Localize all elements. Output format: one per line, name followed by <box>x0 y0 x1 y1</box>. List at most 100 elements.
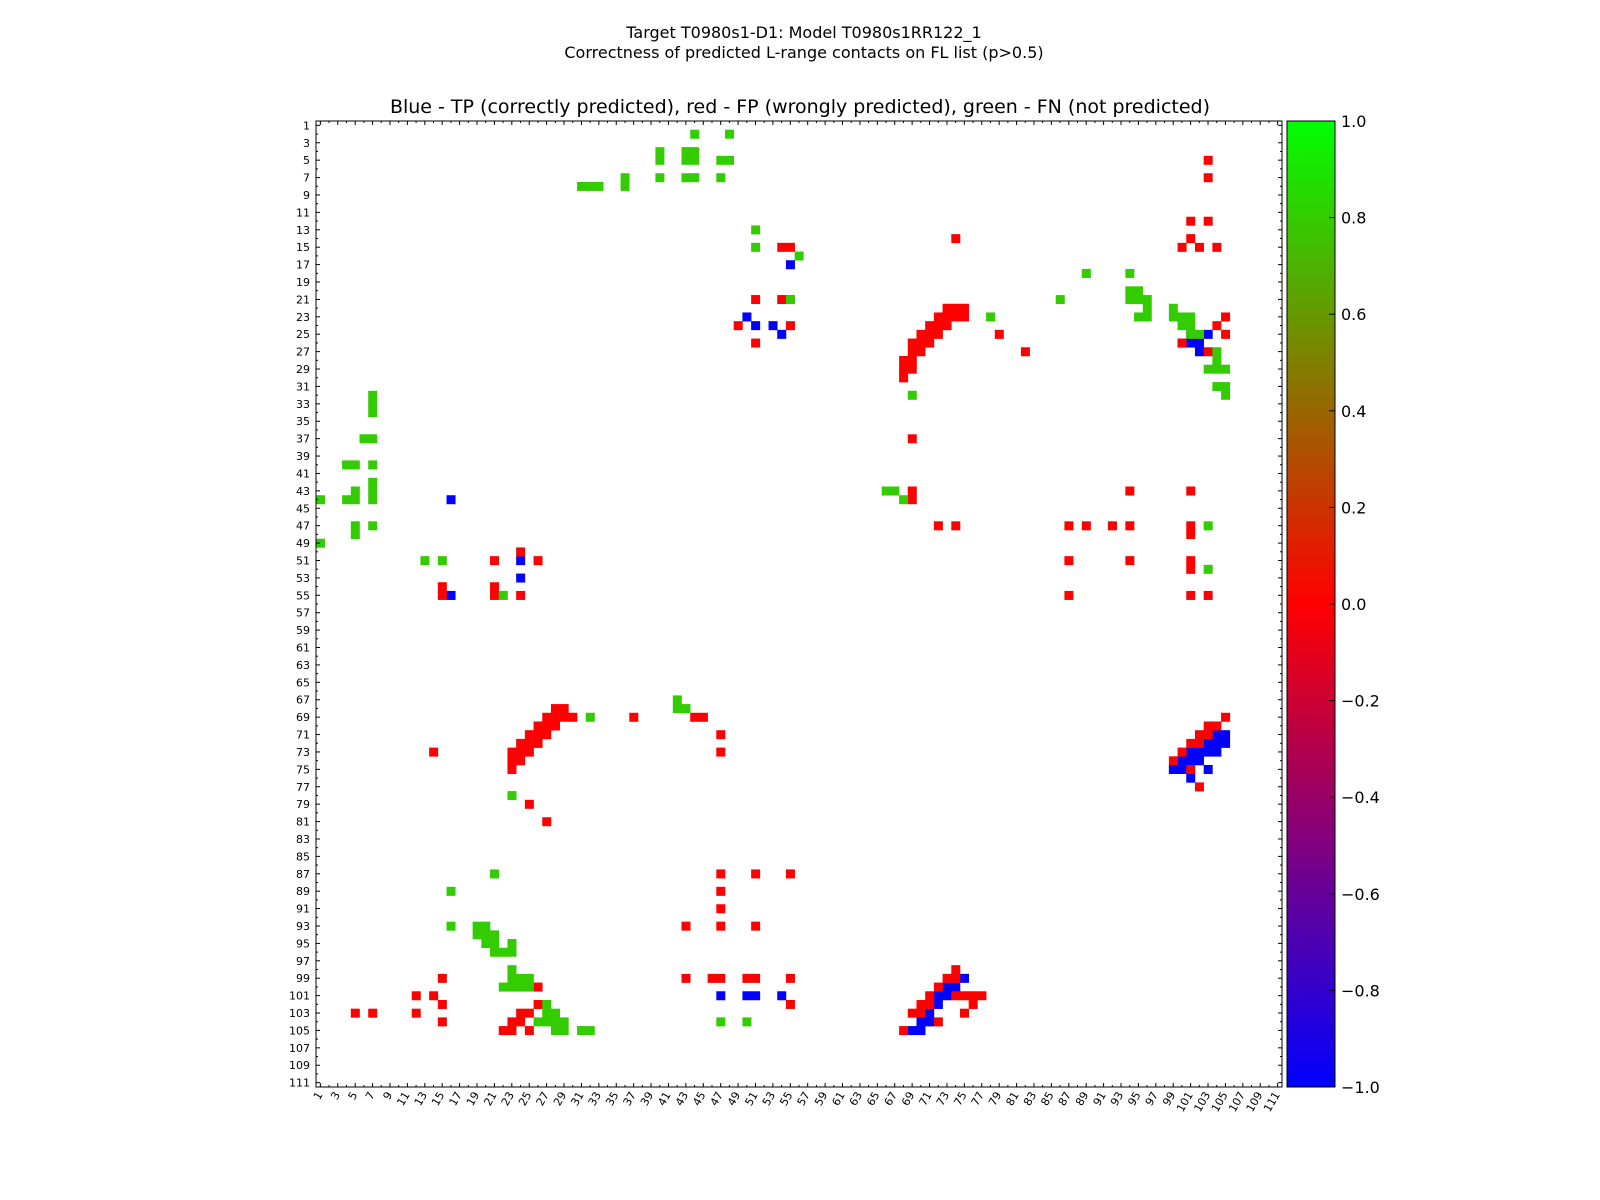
x-tick-label: 79 <box>986 1090 1004 1109</box>
cell-fp <box>516 1017 526 1027</box>
y-tick-label: 17 <box>296 259 310 272</box>
cell-fn <box>342 495 352 505</box>
colorbar-tick-label: 0.4 <box>1341 402 1366 421</box>
cell-fp <box>951 991 961 1001</box>
cell-fn <box>1212 382 1222 392</box>
y-tick-label: 87 <box>296 868 310 881</box>
y-tick-label: 83 <box>296 833 310 846</box>
y-tick-label: 103 <box>289 1007 310 1020</box>
y-tick-label: 75 <box>296 763 310 776</box>
x-tick-label: 23 <box>499 1090 517 1109</box>
cell-fp <box>942 303 952 313</box>
y-tick-label: 85 <box>296 850 310 863</box>
cell-fn <box>446 886 456 896</box>
y-tick-label: 29 <box>296 363 310 376</box>
cell-fn <box>350 486 360 496</box>
cell-fn <box>716 1017 726 1027</box>
cell-fn <box>533 1017 543 1027</box>
cell-fp <box>1186 556 1196 566</box>
cell-fn <box>1203 364 1213 374</box>
y-tick-label: 5 <box>303 154 310 167</box>
cell-fp <box>907 355 917 365</box>
cell-tp <box>1212 747 1222 757</box>
y-tick-label: 9 <box>303 189 310 202</box>
cell-fn <box>681 173 691 183</box>
cell-tp <box>1177 765 1187 774</box>
cell-fp <box>1125 486 1135 496</box>
cell-fn <box>368 477 378 487</box>
cell-fn <box>1186 312 1196 322</box>
cell-fn <box>516 973 526 983</box>
cell-fn <box>420 556 430 566</box>
colorbar-tick-label: 0.8 <box>1341 209 1366 228</box>
cell-fn <box>1125 268 1135 278</box>
cell-fn <box>507 791 517 801</box>
cell-fp <box>1212 321 1222 331</box>
cell-fp <box>785 869 795 879</box>
cell-fn <box>498 947 508 957</box>
cell-fp <box>951 521 961 531</box>
cell-fn <box>907 390 917 400</box>
cell-fp <box>498 1026 508 1036</box>
y-tick-label: 49 <box>296 537 310 550</box>
cell-fp <box>777 295 787 305</box>
x-tick-label: 57 <box>795 1090 813 1109</box>
cell-fp <box>1186 590 1196 600</box>
cell-tp <box>1203 765 1213 774</box>
x-tick-label: 29 <box>551 1090 569 1109</box>
cell-fn <box>368 390 378 400</box>
cell-fp <box>907 434 917 444</box>
cell-fn <box>594 181 604 191</box>
cell-fp <box>960 303 969 313</box>
cell-fn <box>725 129 735 139</box>
cell-fp <box>716 904 726 914</box>
cell-fp <box>524 730 534 740</box>
colorbar-gradient <box>1286 120 1336 1088</box>
x-tick-label: 61 <box>829 1090 847 1109</box>
cell-fn <box>1212 364 1222 374</box>
cell-fn <box>986 312 996 322</box>
y-tick-label: 35 <box>296 415 310 428</box>
x-tick-label: 65 <box>864 1090 882 1109</box>
cell-fp <box>785 999 795 1009</box>
x-tick-label: 99 <box>1160 1090 1178 1109</box>
cell-fp <box>524 738 534 748</box>
cell-fp <box>507 1017 517 1027</box>
x-tick-label: 67 <box>882 1090 900 1109</box>
cell-fp <box>899 1026 909 1036</box>
axes-title: Blue - TP (correctly predicted), red - F… <box>390 96 1210 118</box>
cell-fp <box>907 364 917 374</box>
cell-fp <box>542 817 552 827</box>
cell-fn <box>1142 303 1152 313</box>
colorbar-tick-label: 0.2 <box>1341 498 1366 517</box>
cell-fp <box>690 712 700 722</box>
cell-fp <box>925 991 935 1001</box>
cell-tp <box>768 321 778 331</box>
cell-tp <box>1203 329 1213 339</box>
cell-fn <box>655 173 665 183</box>
y-tick-label: 31 <box>296 380 310 393</box>
cell-fp <box>899 355 909 365</box>
cell-fp <box>490 556 500 566</box>
cell-fp <box>516 747 526 757</box>
cell-fp <box>751 338 761 348</box>
cell-fn <box>655 147 665 157</box>
cell-fp <box>1186 486 1196 496</box>
cell-fp <box>1064 590 1074 600</box>
cell-fn <box>472 921 482 931</box>
cell-tp <box>1186 747 1196 757</box>
cell-fn <box>881 486 891 496</box>
cell-fp <box>550 721 560 731</box>
cell-fp <box>1186 216 1196 226</box>
cell-tp <box>1194 747 1204 757</box>
cell-fp <box>1203 347 1213 357</box>
cell-tp <box>777 991 787 1001</box>
heatmap-plot-area: 1 3 5 7 9 11 13 15 17 19 21 23 25 27 29 31 33 35 37 39 41 43 4… <box>289 119 1283 1114</box>
cell-tp <box>951 982 961 992</box>
cell-fp <box>350 1008 360 1018</box>
y-tick-label: 1 <box>303 119 310 132</box>
cell-fn <box>350 460 360 470</box>
cell-fn <box>725 155 735 165</box>
cell-fn <box>672 695 682 705</box>
cell-fp <box>524 747 534 757</box>
